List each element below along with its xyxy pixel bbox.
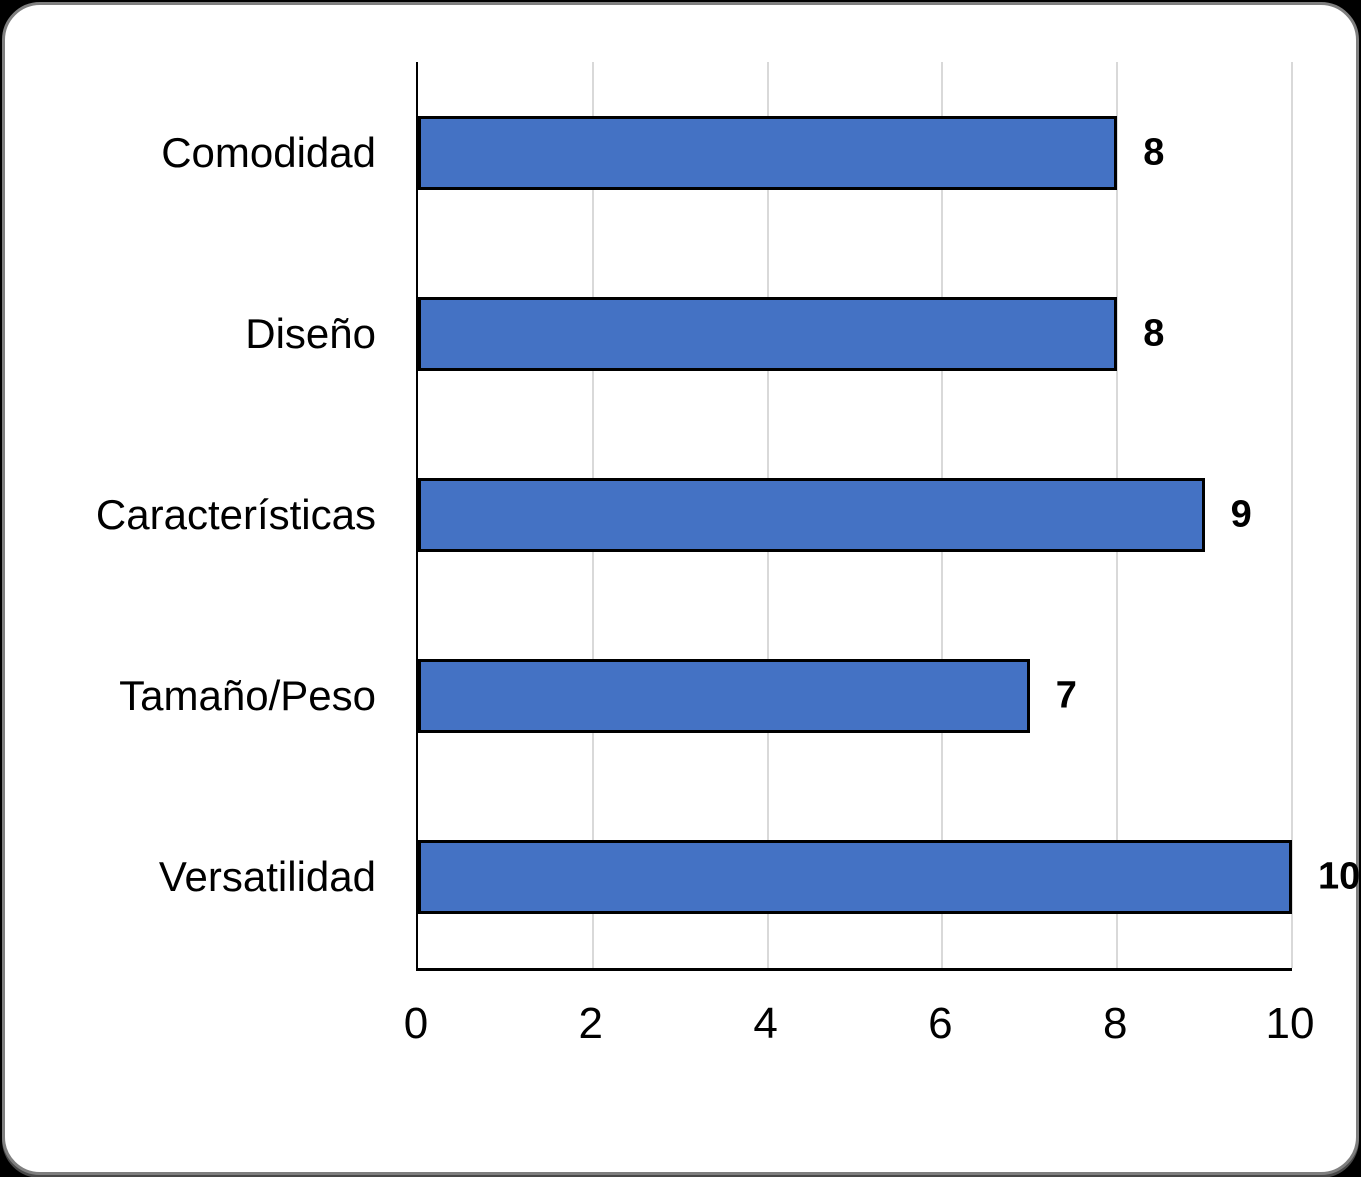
value-label-comodidad: 8 bbox=[1143, 131, 1165, 174]
band-caracteristicas: 9 bbox=[418, 424, 1292, 605]
category-label-diseno: Diseño bbox=[245, 309, 376, 357]
x-tick-label-0: 0 bbox=[403, 999, 429, 1048]
bar-comodidad bbox=[418, 115, 1118, 190]
x-tick-label-4: 4 bbox=[753, 999, 778, 1048]
category-label-comodidad: Comodidad bbox=[161, 128, 376, 176]
x-tick-label-6: 6 bbox=[928, 999, 953, 1048]
x-tick-label-2: 2 bbox=[578, 999, 604, 1048]
x-tick-label-8: 8 bbox=[1102, 999, 1128, 1048]
value-label-diseno: 8 bbox=[1143, 312, 1165, 355]
value-label-tamano-peso: 7 bbox=[1055, 674, 1077, 717]
bar-caracteristicas bbox=[418, 477, 1205, 552]
x-axis-tick-labels: 0 2 4 6 8 10 bbox=[404, 989, 1315, 1059]
bar-diseno bbox=[418, 296, 1118, 371]
plot-area: 8 8 9 7 10 bbox=[416, 62, 1360, 971]
bar-versatilidad bbox=[418, 840, 1292, 915]
band-comodidad: 8 bbox=[418, 62, 1292, 243]
gridline-10 bbox=[1291, 62, 1293, 968]
band-diseno: 8 bbox=[418, 243, 1292, 424]
x-tick-label-10: 10 bbox=[1265, 999, 1315, 1048]
category-label-caracteristicas: Características bbox=[95, 491, 376, 538]
value-label-caracteristicas: 9 bbox=[1230, 493, 1252, 536]
band-tamano-peso: 7 bbox=[418, 606, 1292, 787]
bar-tamano-peso bbox=[418, 659, 1030, 734]
band-versatilidad: 10 bbox=[418, 787, 1360, 968]
category-axis-labels: Comodidad Diseño Características Tamaño/Pes… bbox=[5, 62, 376, 968]
category-label-tamano-peso: Tamaño/Peso bbox=[119, 672, 376, 720]
category-label-versatilidad: Versatilidad bbox=[158, 853, 376, 901]
value-label-versatilidad: 10 bbox=[1318, 855, 1361, 898]
